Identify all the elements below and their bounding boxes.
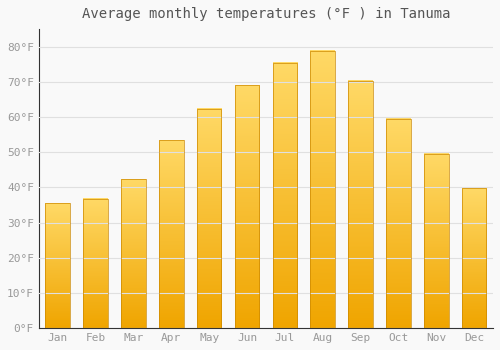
Title: Average monthly temperatures (°F ) in Tanuma: Average monthly temperatures (°F ) in Ta…	[82, 7, 450, 21]
